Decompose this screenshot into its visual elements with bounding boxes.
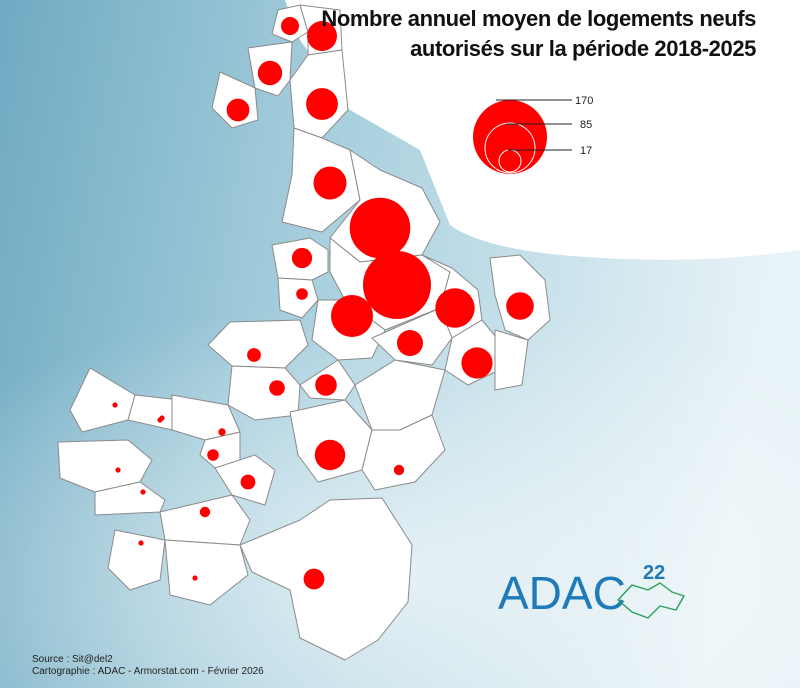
commune-circle (159, 415, 165, 421)
commune-circle (313, 166, 347, 200)
commune (94, 481, 166, 516)
commune-circle (257, 60, 283, 86)
commune-circle (363, 251, 431, 319)
legend-label-170: 170 (575, 95, 593, 107)
commune-circle (461, 347, 493, 379)
commune-circle (247, 348, 261, 362)
title-line-1: Nombre annuel moyen de logements neufs (321, 6, 756, 31)
commune-circle (207, 449, 219, 461)
credits: Source : Sit@del2 Cartographie : ADAC - … (32, 654, 264, 678)
source-text: Source : Sit@del2 (32, 654, 113, 665)
commune-circle (240, 474, 256, 490)
commune (494, 329, 529, 391)
commune-circle (269, 380, 285, 396)
legend-circle-170 (473, 100, 547, 174)
commune (239, 497, 413, 661)
commune-circle (303, 568, 325, 590)
commune-circle (506, 292, 534, 320)
commune-circle (307, 21, 337, 51)
commune (107, 529, 166, 591)
commune-circle (140, 489, 146, 495)
legend: 170 85 17 (473, 95, 593, 174)
title-line-2: autorisés sur la période 2018-2025 (410, 36, 756, 61)
adac-logo: ADAC 22 (498, 562, 685, 619)
commune-circle (296, 288, 308, 300)
commune (361, 414, 446, 491)
commune-circle (349, 197, 411, 259)
commune-circle (393, 464, 405, 476)
commune-circle (331, 295, 373, 337)
commune-circle (281, 17, 299, 35)
legend-label-85: 85 (580, 119, 592, 131)
commune-circle (306, 88, 338, 120)
commune (159, 494, 251, 546)
proportional-circles (112, 17, 534, 590)
cartography-text: Cartographie : ADAC - Armorstat.com - Fé… (32, 666, 264, 677)
logo-wordmark: ADAC (498, 567, 626, 619)
commune-circle (315, 374, 337, 396)
commune-circle (397, 330, 423, 356)
legend-label-17: 17 (580, 145, 592, 157)
commune-circle (192, 575, 198, 581)
commune-circle (138, 540, 144, 546)
commune-circle (314, 439, 346, 471)
commune (69, 367, 136, 433)
commune-circle (226, 98, 250, 122)
logo-superscript: 22 (643, 562, 665, 584)
commune (164, 539, 249, 606)
legend-circle-85 (484, 122, 536, 174)
commune-circle (218, 428, 226, 436)
commune-circle (112, 402, 118, 408)
commune-circle (115, 467, 121, 473)
map-title: Nombre annuel moyen de logements neufs a… (286, 4, 756, 64)
commune-circle (291, 247, 313, 269)
commune-circle (435, 288, 475, 328)
commune-circle (199, 506, 211, 518)
department-outline-icon (617, 582, 685, 619)
